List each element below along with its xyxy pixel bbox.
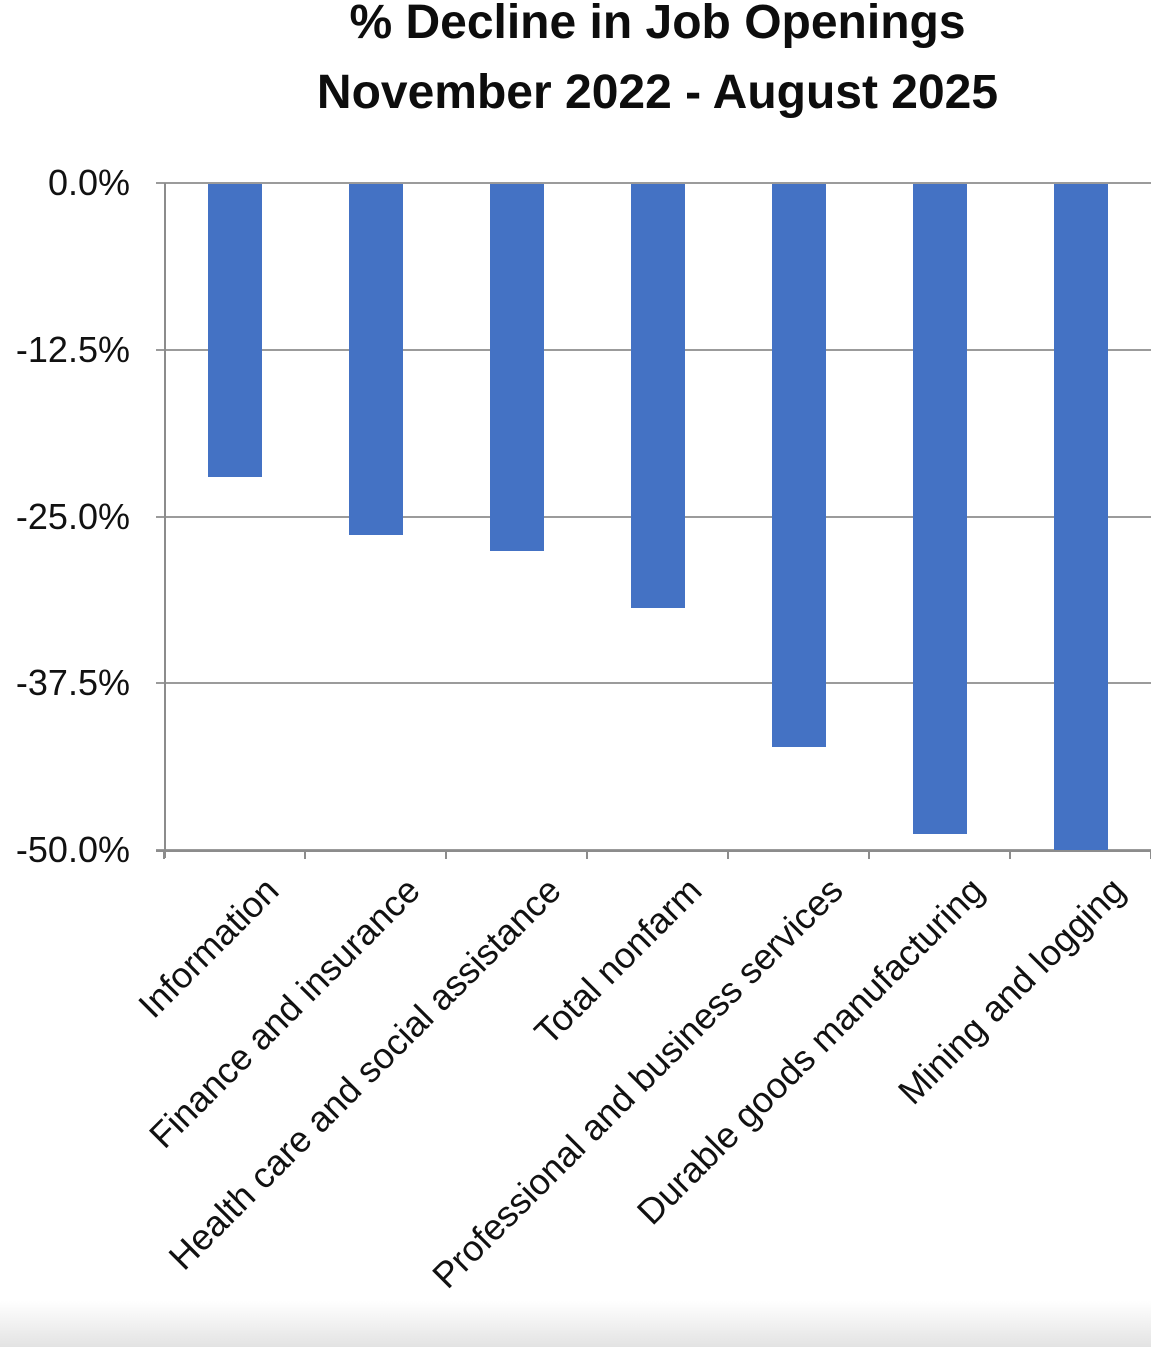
chart-title: % Decline in Job Openings November 2022 … bbox=[164, 0, 1151, 128]
bar-mining-and-logging bbox=[1053, 184, 1108, 850]
x-axis-tick bbox=[1009, 850, 1011, 859]
gridline bbox=[156, 182, 1151, 184]
y-tick-label: 0.0% bbox=[47, 162, 130, 203]
gridline bbox=[156, 682, 1151, 685]
chart-title-line1: % Decline in Job Openings bbox=[349, 0, 966, 49]
category-label-finance-and-insurance: Finance and insurance bbox=[141, 869, 428, 1156]
y-tick-label: -37.5% bbox=[15, 662, 130, 704]
x-axis-line bbox=[156, 850, 1151, 852]
x-axis-tick bbox=[727, 850, 729, 859]
bar-finance-and-insurance bbox=[348, 184, 403, 535]
bar-total-nonfarm bbox=[630, 184, 685, 609]
plot-area bbox=[156, 182, 1151, 859]
chart-title-line2: November 2022 - August 2025 bbox=[316, 66, 999, 119]
bottom-gradient bbox=[0, 1301, 1151, 1347]
x-axis-tick bbox=[586, 850, 588, 859]
y-tick-label: -50.0% bbox=[15, 829, 130, 870]
x-axis-tick bbox=[445, 850, 447, 859]
x-axis-tick bbox=[868, 850, 870, 859]
x-axis-tick bbox=[304, 850, 306, 859]
y-tick-label: -12.5% bbox=[15, 328, 130, 370]
y-axis-line bbox=[164, 183, 166, 858]
bar-health-care-and-social-assistance bbox=[489, 184, 544, 551]
y-tick-label: -25.0% bbox=[15, 495, 130, 537]
bar-durable-goods-manufacturing bbox=[912, 184, 967, 834]
bar-information bbox=[207, 184, 262, 478]
bar-professional-and-business-services bbox=[771, 184, 826, 747]
